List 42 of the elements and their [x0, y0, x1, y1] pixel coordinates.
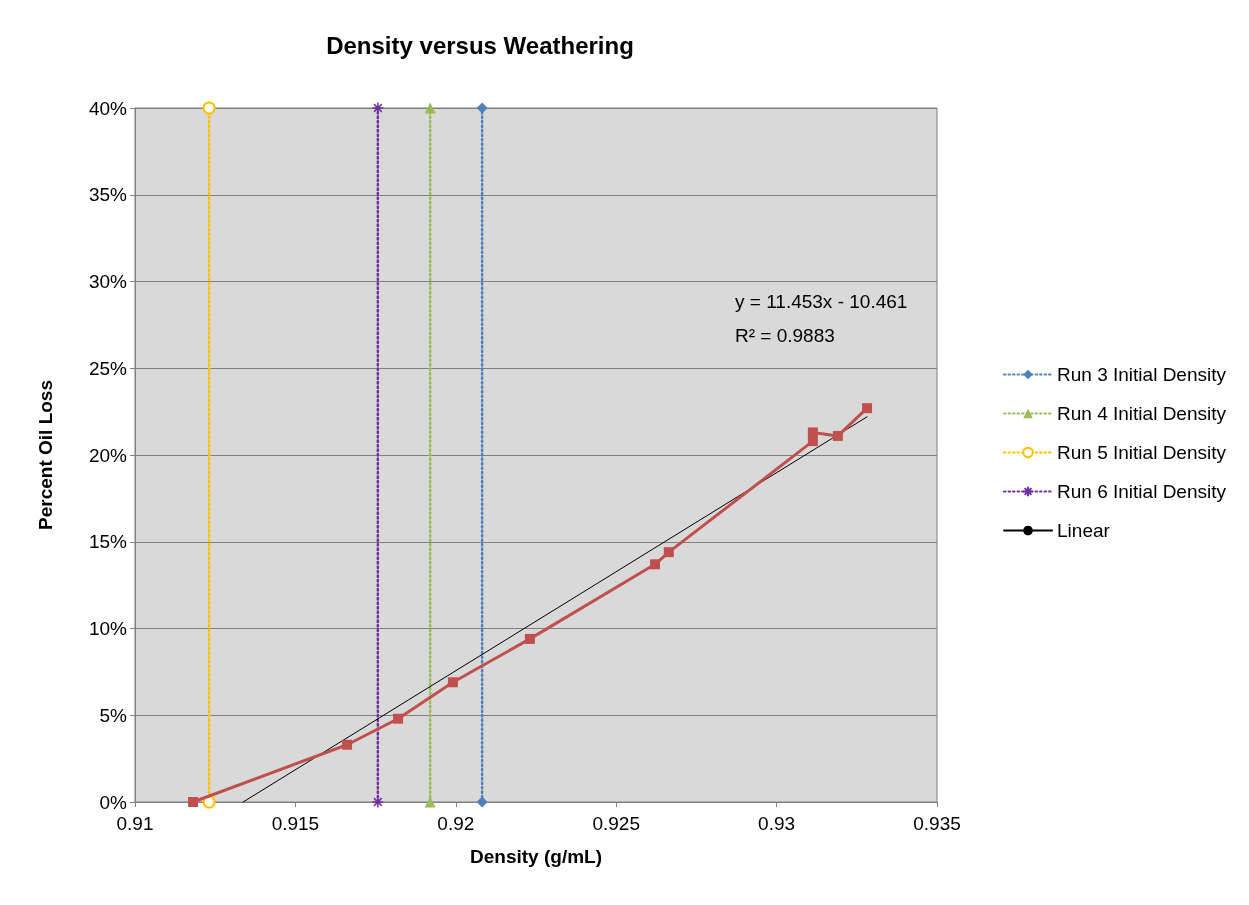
y-tick-label: 0% — [99, 791, 128, 813]
point — [476, 102, 488, 114]
legend-label: Run 3 Initial Density — [1057, 364, 1227, 385]
point — [188, 797, 199, 807]
point — [832, 430, 843, 441]
x-tick-label: 0.935 — [913, 813, 961, 834]
y-tick-label: 5% — [99, 704, 128, 726]
point — [393, 713, 404, 724]
chart-title: Density versus Weathering — [326, 31, 634, 59]
x-axis-title: Density (g/mL) — [470, 846, 602, 867]
y-tick-label: 40% — [88, 97, 128, 119]
annotation: y = 11.453x - 10.461 — [735, 291, 908, 312]
point — [371, 101, 385, 115]
point — [447, 677, 458, 688]
point — [524, 633, 535, 644]
legend-label: Run 4 Initial Density — [1057, 403, 1227, 424]
point — [342, 739, 353, 750]
point — [807, 427, 818, 438]
legend-label: Linear — [1057, 520, 1111, 541]
y-tick-label: 35% — [88, 184, 128, 206]
point — [650, 559, 661, 570]
x-tick-label: 0.91 — [116, 813, 154, 834]
y-tick-label: 30% — [88, 271, 128, 292]
y-axis-title: Percent Oil Loss — [35, 380, 56, 530]
point — [202, 101, 216, 115]
point — [807, 436, 818, 447]
point — [202, 795, 216, 809]
x-tick-label: 0.93 — [758, 813, 796, 834]
point — [371, 795, 385, 809]
legend-label: Run 6 Initial Density — [1057, 481, 1227, 502]
x-tick-label: 0.915 — [271, 813, 320, 834]
point — [476, 796, 488, 808]
annotation: R² = 0.9883 — [735, 325, 835, 346]
x-tick-label: 0.925 — [592, 813, 640, 834]
y-tick-label: 20% — [88, 444, 128, 466]
x-tick-label: 0.92 — [437, 813, 475, 834]
legend-label: Run 5 Initial Density — [1057, 442, 1227, 463]
y-tick-label: 15% — [88, 531, 128, 553]
y-tick-label: 10% — [88, 618, 128, 639]
point — [862, 403, 873, 414]
point — [663, 547, 674, 558]
y-tick-label: 25% — [88, 357, 128, 379]
